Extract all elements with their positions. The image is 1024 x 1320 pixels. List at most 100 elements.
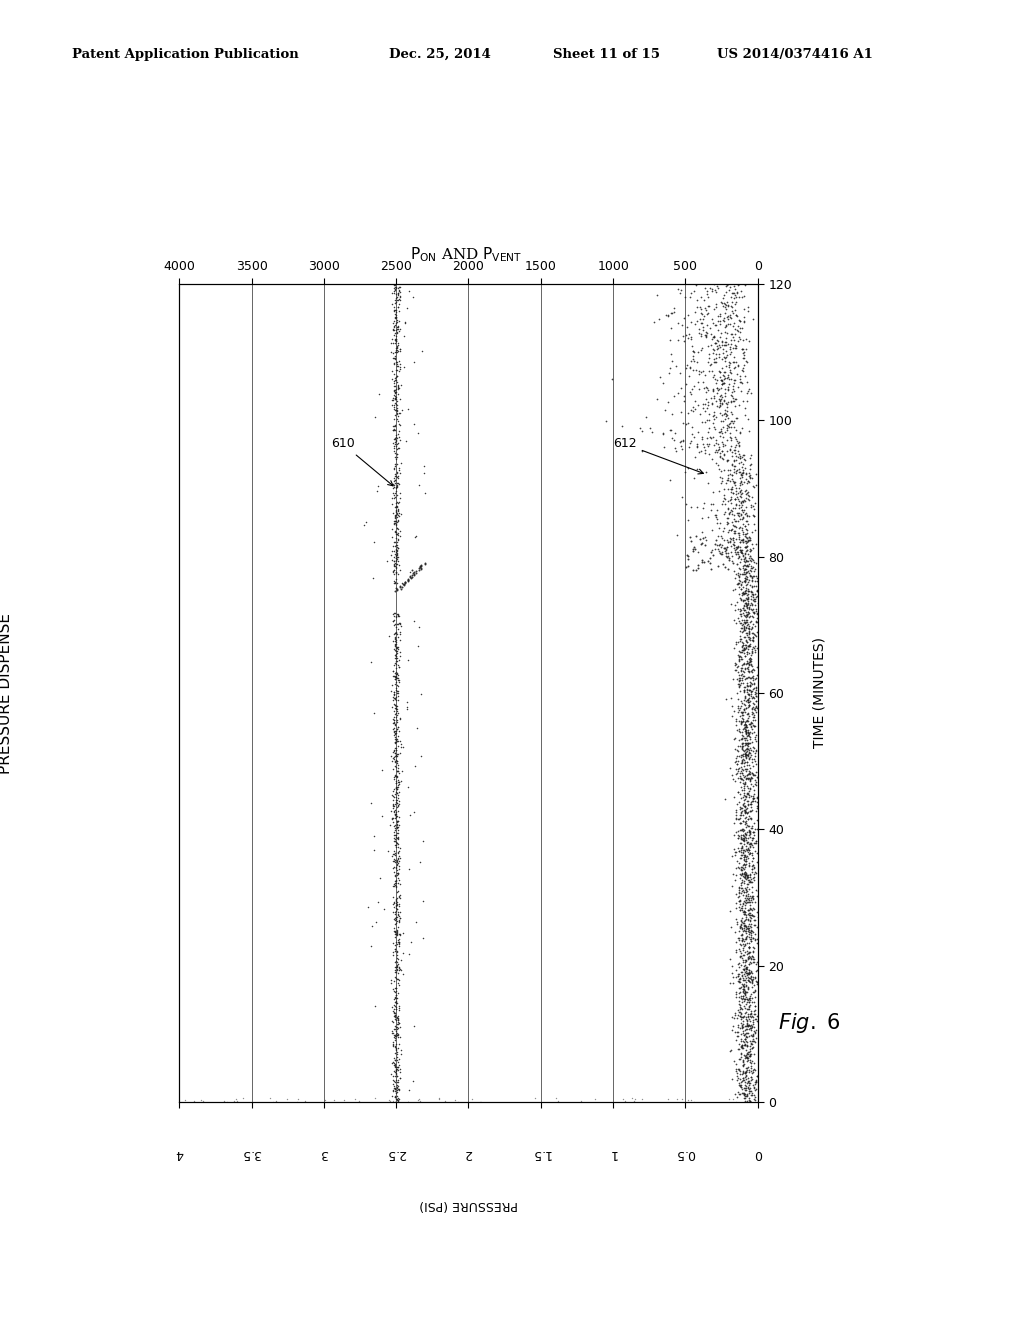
Point [737, 824, 754, 845]
Point [731, 669, 748, 690]
Point [390, 845, 407, 866]
Point [389, 397, 406, 418]
Point [745, 854, 762, 875]
Point [726, 568, 742, 589]
Point [389, 640, 406, 661]
Point [737, 581, 754, 602]
Point [738, 536, 755, 557]
Point [389, 1043, 406, 1064]
Point [732, 828, 749, 849]
Point [736, 544, 753, 565]
Point [749, 553, 765, 574]
Point [389, 1059, 406, 1080]
Point [389, 993, 406, 1014]
Point [389, 355, 406, 376]
Point [737, 909, 754, 931]
Point [715, 309, 731, 330]
Point [389, 987, 406, 1008]
Point [737, 929, 754, 950]
Point [437, 1090, 454, 1111]
Point [388, 531, 404, 552]
Point [726, 813, 742, 834]
Point [380, 841, 396, 862]
Point [387, 640, 403, 661]
Point [737, 582, 754, 603]
Point [741, 871, 758, 892]
Point [386, 416, 402, 437]
Point [385, 318, 401, 339]
Point [717, 334, 733, 355]
Point [742, 808, 759, 829]
Point [718, 335, 734, 356]
Point [731, 649, 748, 671]
Point [742, 714, 759, 735]
Point [734, 1015, 751, 1036]
Point [386, 603, 402, 624]
Point [408, 912, 424, 933]
Point [390, 774, 407, 795]
Point [388, 668, 404, 689]
Point [692, 362, 709, 383]
Point [729, 1007, 745, 1028]
Point [740, 961, 757, 982]
Point [390, 793, 407, 814]
Point [736, 846, 753, 867]
Point [385, 875, 401, 896]
Point [386, 849, 402, 870]
Point [722, 306, 738, 327]
Point [716, 537, 732, 558]
Point [716, 403, 732, 424]
Point [746, 750, 763, 771]
Point [731, 434, 748, 455]
Point [743, 1018, 760, 1039]
Point [386, 511, 402, 532]
Point [738, 597, 755, 618]
Point [736, 560, 753, 581]
Point [739, 708, 756, 729]
Point [383, 527, 399, 548]
Point [731, 273, 748, 294]
Point [731, 395, 748, 416]
Point [385, 1034, 401, 1055]
Point [723, 520, 739, 541]
Point [370, 891, 386, 912]
Point [735, 975, 752, 997]
Point [389, 743, 406, 764]
Point [731, 791, 748, 812]
Point [634, 440, 650, 461]
Point [725, 483, 741, 504]
Point [390, 870, 407, 891]
Point [734, 725, 751, 746]
Point [733, 915, 750, 936]
Point [733, 519, 750, 540]
Point [400, 570, 417, 591]
Point [734, 859, 751, 880]
Point [745, 1059, 762, 1080]
Point [748, 667, 764, 688]
Point [399, 1092, 416, 1113]
Point [694, 411, 711, 432]
Point [702, 318, 719, 339]
Point [741, 618, 758, 639]
Point [387, 730, 403, 751]
Point [624, 1088, 640, 1109]
Point [719, 418, 735, 440]
Point [385, 795, 401, 816]
Point [388, 1077, 404, 1098]
Point [738, 887, 755, 908]
Point [736, 1034, 753, 1055]
Point [716, 334, 732, 355]
Point [389, 948, 406, 969]
Point [741, 853, 758, 874]
Point [705, 413, 721, 434]
Point [740, 964, 757, 985]
Point [732, 863, 749, 884]
Point [733, 648, 750, 669]
Point [386, 573, 402, 594]
Point [389, 484, 406, 506]
Point [741, 1045, 758, 1067]
Point [732, 675, 749, 696]
Point [389, 854, 406, 875]
Point [731, 640, 748, 661]
Point [740, 624, 757, 645]
